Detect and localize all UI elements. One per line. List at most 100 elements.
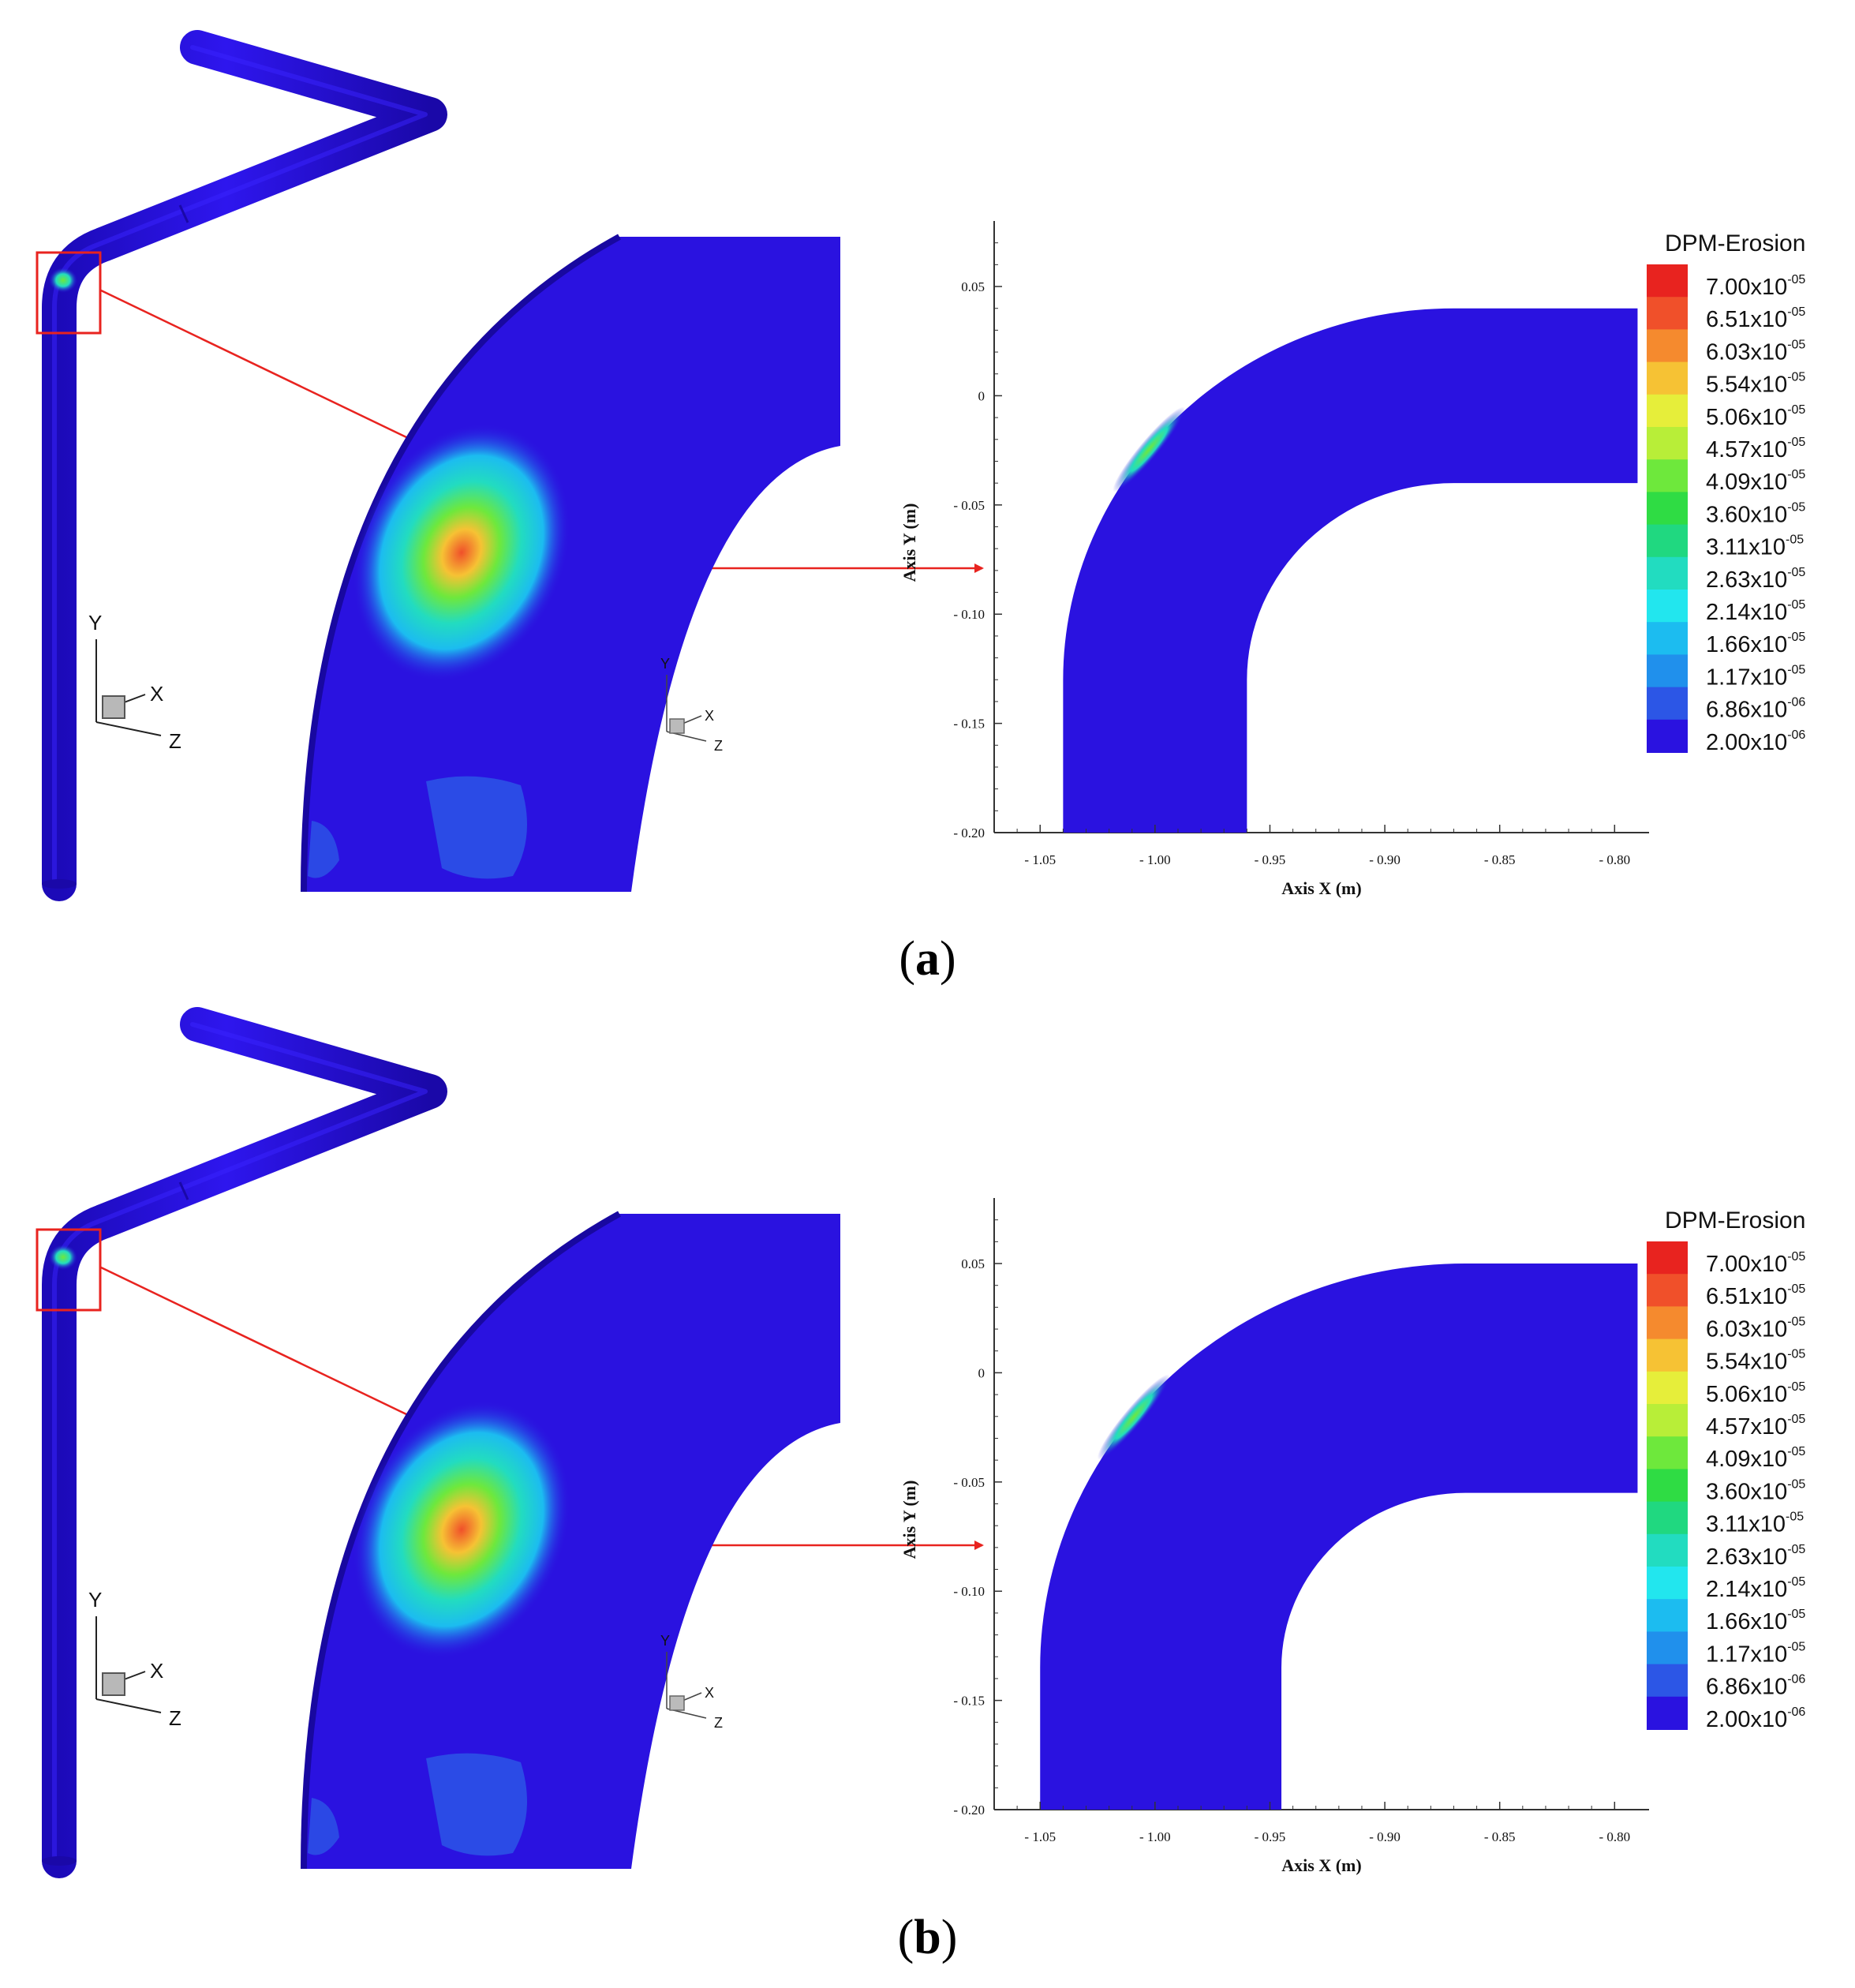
x-tick-label: - 1.05 xyxy=(1024,852,1056,867)
y-tick-label: - 0.15 xyxy=(953,717,985,732)
erosion-patch xyxy=(426,776,527,879)
legend-value: 3.60x10-05 xyxy=(1706,1477,1805,1504)
legend-swatch xyxy=(1647,1306,1688,1340)
legend-exponent: -05 xyxy=(1786,534,1804,547)
triad-z-label: Z xyxy=(169,729,181,753)
legend-exponent: -05 xyxy=(1787,1315,1805,1328)
legend-exponent: -05 xyxy=(1787,500,1805,514)
section-plot: - 1.05 - 1.00 - 0.95 - 0.90 - 0.85 - 0.80 0.05… xyxy=(899,1198,1649,1875)
zoom-arrow xyxy=(100,289,428,448)
legend-value: 3.60x10-05 xyxy=(1706,500,1805,527)
section-hotspot xyxy=(1113,406,1186,492)
legend-swatch xyxy=(1647,622,1688,656)
legend-exponent: -05 xyxy=(1787,631,1805,644)
legend-swatch xyxy=(1647,1599,1688,1633)
legend-swatch xyxy=(1647,1631,1688,1665)
legend-swatch xyxy=(1647,1436,1688,1470)
erosion-patch xyxy=(308,821,339,878)
legend-swatch xyxy=(1647,264,1688,298)
legend-value: 1.66x10-05 xyxy=(1706,1608,1805,1634)
legend-swatch xyxy=(1647,1241,1688,1275)
x-tick-label: - 0.95 xyxy=(1255,852,1286,867)
legend-swatch xyxy=(1647,1274,1688,1308)
legend-swatch xyxy=(1647,524,1688,558)
legend-exponent: -05 xyxy=(1787,403,1805,417)
legend-swatch xyxy=(1647,556,1688,590)
legend-swatch xyxy=(1647,394,1688,428)
legend-exponent: -05 xyxy=(1787,1575,1805,1589)
x-tick-label: - 0.80 xyxy=(1599,852,1630,867)
x-tick-label: - 1.05 xyxy=(1024,1829,1056,1844)
color-legend: DPM-Erosion 7.00x10-05 6.51x10-05 6.03x10-0… xyxy=(1647,230,1805,755)
triad-cube xyxy=(102,1672,125,1696)
legend-value: 6.86x10-06 xyxy=(1706,696,1805,723)
zoom-arrow xyxy=(100,1266,428,1425)
legend-exponent: -05 xyxy=(1787,273,1805,286)
y-tick-label: 0.05 xyxy=(961,1256,985,1271)
legend-exponent: -05 xyxy=(1787,338,1805,351)
y-tick-label: 0.05 xyxy=(961,279,985,294)
erosion-spot-small xyxy=(49,268,77,293)
legend-value: 3.11x10-05 xyxy=(1706,534,1804,560)
y-tick-label: - 0.10 xyxy=(953,1584,985,1599)
triad-cube xyxy=(669,718,685,734)
legend-value: 6.51x10-05 xyxy=(1706,1282,1805,1309)
legend-swatch xyxy=(1647,329,1688,363)
legend-swatch xyxy=(1647,1696,1688,1730)
erosion-patch xyxy=(426,1753,527,1856)
legend-value: 4.09x10-05 xyxy=(1706,1445,1805,1472)
y-tick-label: - 0.20 xyxy=(953,826,985,841)
triad-x-axis xyxy=(682,715,702,724)
erosion-spot-small xyxy=(49,1245,77,1270)
legend-exponent: -05 xyxy=(1787,468,1805,481)
x-axis-title: Axis X (m) xyxy=(1281,878,1361,898)
triad-y-label: Y xyxy=(88,1588,102,1612)
color-legend: DPM-Erosion 7.00x10-05 6.51x10-05 6.03x10-0… xyxy=(1647,1207,1805,1732)
triad-z-axis xyxy=(95,721,162,736)
legend-value: 2.00x10-06 xyxy=(1706,728,1805,755)
erosion-hotspot xyxy=(353,423,570,682)
legend-exponent: -05 xyxy=(1787,1445,1805,1458)
legend-value: 2.63x10-05 xyxy=(1706,566,1805,593)
legend-exponent: -05 xyxy=(1787,1608,1805,1621)
triad-x-label: X xyxy=(705,708,714,724)
pipe-joint xyxy=(178,204,189,223)
legend-swatch xyxy=(1647,1567,1688,1601)
elbow-zoom-view: Y XZ xyxy=(301,1211,840,1870)
x-tick-label: - 0.90 xyxy=(1369,852,1401,867)
elbow-surface xyxy=(304,1214,840,1869)
x-tick-label: - 1.00 xyxy=(1139,852,1171,867)
highlight-box xyxy=(36,1228,102,1312)
x-tick-label: - 1.00 xyxy=(1139,1829,1171,1844)
section-plot: - 1.05 - 1.00 - 0.95 - 0.90 - 0.85 - 0.80 0.05… xyxy=(899,221,1649,898)
triad-x-axis xyxy=(682,1692,702,1702)
section-hotspot xyxy=(1097,1374,1170,1460)
legend-value: 4.57x10-05 xyxy=(1706,1413,1805,1440)
triad-y-label: Y xyxy=(660,656,670,672)
y-tick-label: - 0.20 xyxy=(953,1803,985,1818)
legend-value: 5.06x10-05 xyxy=(1706,403,1805,430)
legend-exponent: -06 xyxy=(1787,1673,1805,1687)
legend-swatch xyxy=(1647,1533,1688,1567)
legend-value: 4.57x10-05 xyxy=(1706,436,1805,462)
x-tick-label: - 0.85 xyxy=(1484,852,1516,867)
legend-swatch xyxy=(1647,654,1688,688)
legend-exponent: -05 xyxy=(1787,1413,1805,1426)
x-axis-title: Axis X (m) xyxy=(1281,1855,1361,1875)
pipe-outlet xyxy=(42,879,77,889)
pipe-joint xyxy=(178,1181,189,1200)
axis-triad: Y XZ xyxy=(88,1588,181,1730)
legend-value: 1.66x10-05 xyxy=(1706,631,1805,657)
erosion-patch xyxy=(308,1798,339,1855)
legend-swatch xyxy=(1647,1501,1688,1535)
panel-label-b: (b) xyxy=(897,1911,958,1964)
legend-exponent: -05 xyxy=(1787,1250,1805,1264)
legend-exponent: -05 xyxy=(1786,1511,1804,1524)
legend-value: 6.03x10-05 xyxy=(1706,338,1805,365)
legend-value: 2.00x10-06 xyxy=(1706,1705,1805,1732)
legend-exponent: -05 xyxy=(1787,1477,1805,1491)
legend-value: 5.06x10-05 xyxy=(1706,1380,1805,1407)
legend-exponent: -05 xyxy=(1787,305,1805,319)
legend-swatch xyxy=(1647,492,1688,526)
